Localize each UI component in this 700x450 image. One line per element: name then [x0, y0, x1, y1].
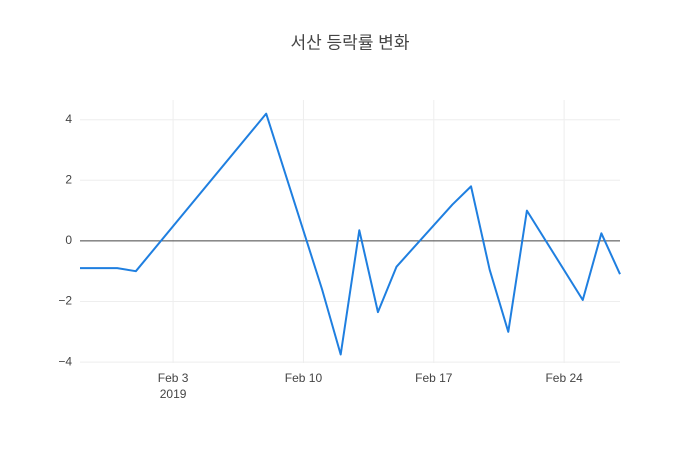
line-series [80, 112, 621, 356]
x-tick-label: Feb 24 [545, 371, 583, 385]
x-year-label: 2019 [160, 387, 187, 401]
x-tick-label: Feb 3 [158, 371, 189, 385]
chart-title: 서산 등락률 변화 [291, 33, 410, 52]
x-tick-label: Feb 17 [415, 371, 453, 385]
y-tick-label: −4 [58, 354, 72, 368]
y-tick-label: 2 [65, 172, 72, 186]
x-tick-label: Feb 10 [285, 371, 323, 385]
y-tick-label: 4 [65, 112, 72, 126]
y-tick-label: 0 [65, 233, 72, 247]
y-tick-label: −2 [58, 294, 72, 308]
